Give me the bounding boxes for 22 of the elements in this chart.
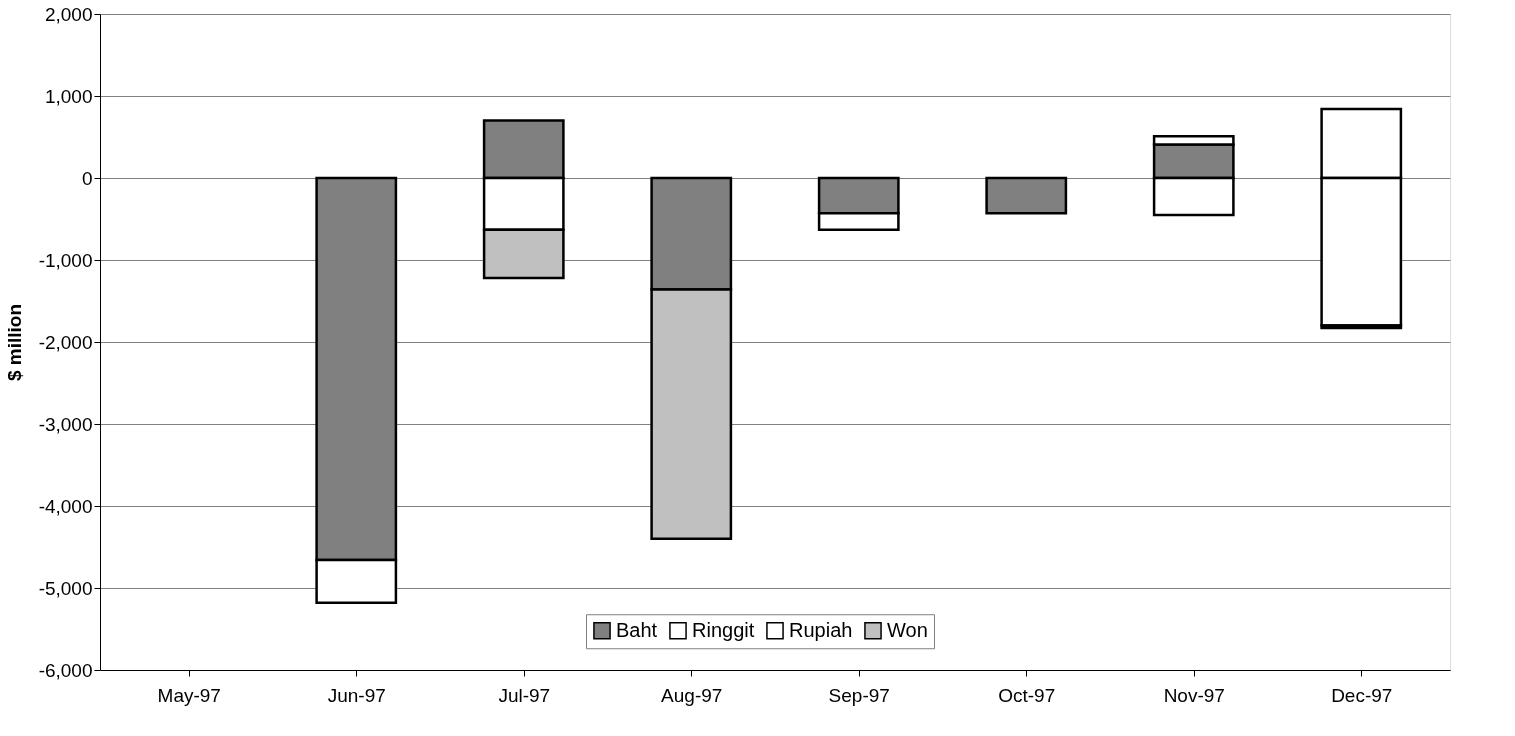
y-tick-label: -2,000 — [38, 331, 93, 353]
x-tick-label: Oct-97 — [998, 684, 1056, 706]
y-tick-label: -6,000 — [38, 659, 93, 681]
y-tick-label: -1,000 — [38, 249, 93, 271]
y-tick-label: 1,000 — [44, 85, 93, 107]
x-tick-label: Jul-97 — [498, 684, 551, 706]
y-tick-label: 2,000 — [44, 3, 93, 25]
x-tick-label: Jun-97 — [327, 684, 386, 706]
y-tick-label: 0 — [81, 167, 93, 189]
x-tick-label: Dec-97 — [1331, 684, 1393, 706]
y-tick-label: -5,000 — [38, 577, 93, 599]
x-tick-label: May-97 — [157, 684, 221, 706]
x-tick-label: Sep-97 — [828, 684, 890, 706]
legend-label: Baht — [616, 618, 658, 641]
legend-label: Won — [887, 618, 928, 641]
legend-label: Ringgit — [692, 618, 755, 641]
legend-label: Rupiah — [789, 618, 853, 641]
y-axis-title: $ million — [3, 303, 25, 382]
x-tick-label: Aug-97 — [661, 684, 723, 706]
y-tick-label: -3,000 — [38, 413, 93, 435]
x-tick-label: Nov-97 — [1163, 684, 1225, 706]
y-tick-label: -4,000 — [38, 495, 93, 517]
